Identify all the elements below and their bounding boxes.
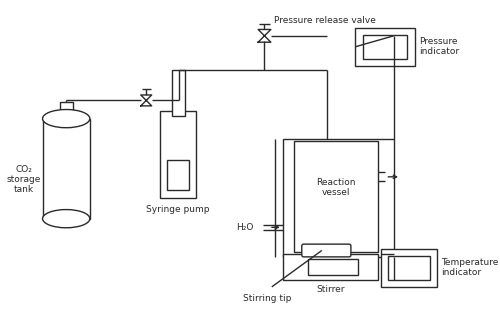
FancyBboxPatch shape — [302, 244, 351, 257]
Bar — [160, 111, 196, 198]
Text: Reaction
vessel: Reaction vessel — [316, 178, 356, 198]
Text: Stirring tip: Stirring tip — [243, 294, 292, 303]
Text: Stirrer: Stirrer — [316, 285, 344, 294]
Text: H₂O: H₂O — [236, 223, 254, 232]
Text: CO₂
storage
tank: CO₂ storage tank — [6, 165, 40, 194]
Bar — [282, 139, 394, 257]
Bar — [381, 249, 438, 287]
Bar — [362, 35, 408, 59]
Bar — [308, 259, 358, 275]
Bar — [60, 102, 72, 119]
Bar — [388, 256, 430, 280]
Text: Syringe pump: Syringe pump — [146, 205, 210, 214]
Ellipse shape — [42, 110, 90, 128]
Text: Pressure release valve: Pressure release valve — [274, 16, 376, 25]
Bar — [172, 70, 185, 116]
Ellipse shape — [42, 209, 90, 228]
Text: Pressure
indicator: Pressure indicator — [419, 37, 459, 56]
Bar — [167, 160, 189, 191]
Bar — [42, 119, 90, 219]
Bar — [294, 141, 378, 252]
Bar — [356, 28, 414, 66]
Text: Temperature
indicator: Temperature indicator — [441, 258, 498, 278]
Bar — [282, 254, 378, 280]
